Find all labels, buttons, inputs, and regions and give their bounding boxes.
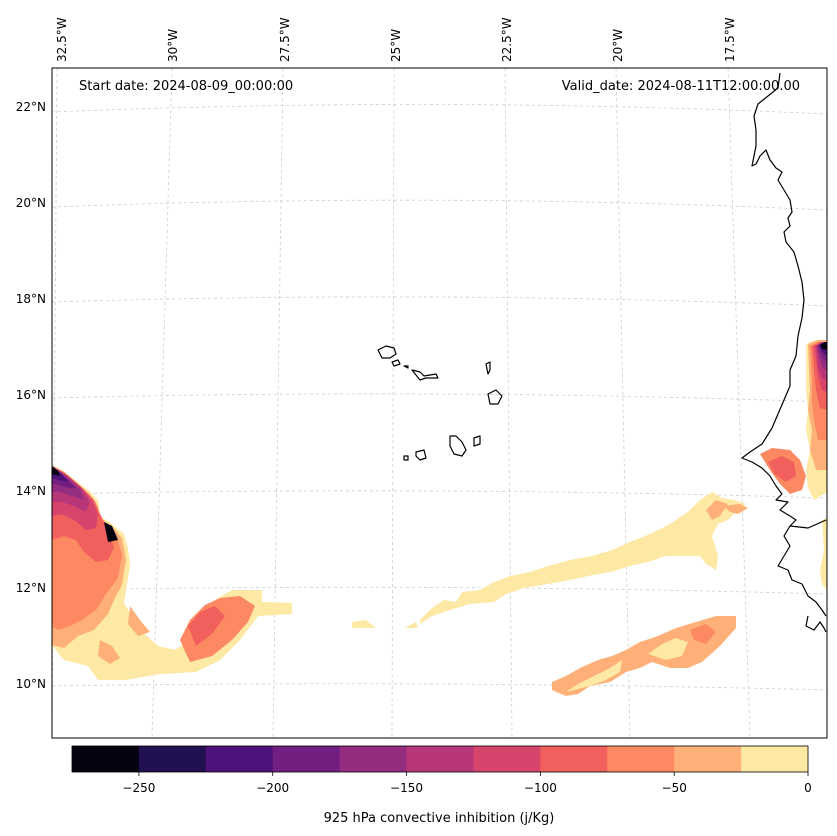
colorbar-title: 925 hPa convective inhibition (j/Kg) — [324, 811, 555, 826]
cape-verde-santo-antao — [377, 345, 397, 359]
lat-label: 10°N — [16, 677, 46, 691]
colorbar-swatch — [138, 746, 207, 772]
lat-label: 16°N — [16, 388, 46, 402]
cin-field-west — [52, 465, 292, 680]
cape-verde-maio — [473, 435, 481, 447]
cape-verde-boa-vista — [487, 389, 503, 405]
start-date-label: Start date: 2024-08-09_00:00:00 — [79, 79, 293, 94]
cape-verde-sal — [485, 361, 491, 375]
colorbar-tick-label: −200 — [256, 781, 289, 795]
colorbar-tick-label: 0 — [804, 781, 812, 795]
colorbar-swatch — [741, 746, 809, 772]
map-frame — [51, 67, 828, 739]
colorbar-tick-label: −50 — [662, 781, 687, 795]
cape-verde-sao-nicolau — [411, 369, 439, 381]
lat-label: 18°N — [16, 292, 46, 306]
colorbar-tick-label: −250 — [122, 781, 155, 795]
colorbar-frame — [71, 745, 809, 773]
cin-field-east — [760, 340, 827, 590]
lat-label: 14°N — [16, 484, 46, 498]
lon-label: 17.5°W — [723, 17, 737, 62]
colorbar-swatch — [540, 746, 608, 772]
colorbar-swatch — [339, 746, 408, 772]
coastlines — [377, 72, 827, 633]
colorbar-tick-label: −100 — [524, 781, 557, 795]
lon-label: 22.5°W — [500, 17, 514, 62]
colorbar-swatch — [674, 746, 742, 772]
lon-label: 32.5°W — [55, 17, 69, 62]
cape-verde-brava — [403, 455, 409, 461]
lat-labels: 22°N 20°N 18°N 16°N 14°N 12°N 10°N — [16, 100, 46, 691]
lon-label: 30°W — [166, 29, 180, 62]
lat-label: 12°N — [16, 581, 46, 595]
colorbar-swatch — [473, 746, 541, 772]
colorbar-swatch — [205, 746, 274, 772]
colorbar-swatch — [406, 746, 474, 772]
cape-verde-santiago — [449, 435, 467, 457]
colorbar-ticks — [138, 772, 809, 776]
lat-label: 22°N — [16, 100, 46, 114]
colorbar-swatch — [272, 746, 341, 772]
lat-label: 20°N — [16, 196, 46, 210]
lon-label: 27.5°W — [278, 17, 292, 62]
cin-field-central — [352, 492, 748, 696]
lon-labels: 32.5°W 30°W 27.5°W 25°W 22.5°W 20°W 17.5… — [55, 17, 737, 62]
lon-label: 20°W — [611, 29, 625, 62]
cape-verde-santa-luzia — [403, 365, 409, 369]
colorbar-tick-label: −150 — [390, 781, 423, 795]
colorbar-swatches — [72, 746, 809, 772]
valid-date-label: Valid_date: 2024-08-11T12:00:00.00 — [562, 79, 800, 94]
cape-verde-fogo — [415, 449, 427, 461]
colorbar-swatch — [72, 746, 140, 772]
lon-label: 25°W — [389, 29, 403, 62]
colorbar-swatch — [607, 746, 675, 772]
africa-coastline — [741, 72, 827, 633]
colorbar: −250 −200 −150 −100 −50 0 925 hPa convec… — [71, 745, 812, 826]
cape-verde-sao-vicente — [391, 359, 401, 367]
